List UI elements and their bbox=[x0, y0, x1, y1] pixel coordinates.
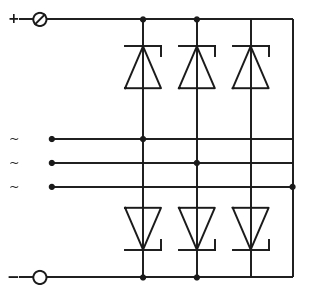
Circle shape bbox=[194, 275, 199, 280]
Text: ~: ~ bbox=[8, 180, 19, 193]
Text: +: + bbox=[7, 13, 19, 26]
Circle shape bbox=[141, 275, 145, 280]
Circle shape bbox=[50, 161, 54, 165]
Circle shape bbox=[50, 137, 54, 141]
Text: −: − bbox=[7, 270, 19, 285]
Circle shape bbox=[50, 184, 54, 189]
Circle shape bbox=[141, 17, 145, 22]
Circle shape bbox=[33, 13, 46, 26]
Text: ~: ~ bbox=[8, 132, 19, 146]
Circle shape bbox=[194, 17, 199, 22]
Text: ~: ~ bbox=[8, 156, 19, 170]
Circle shape bbox=[33, 271, 46, 284]
Circle shape bbox=[290, 184, 295, 189]
Circle shape bbox=[194, 161, 199, 165]
Circle shape bbox=[141, 137, 145, 141]
